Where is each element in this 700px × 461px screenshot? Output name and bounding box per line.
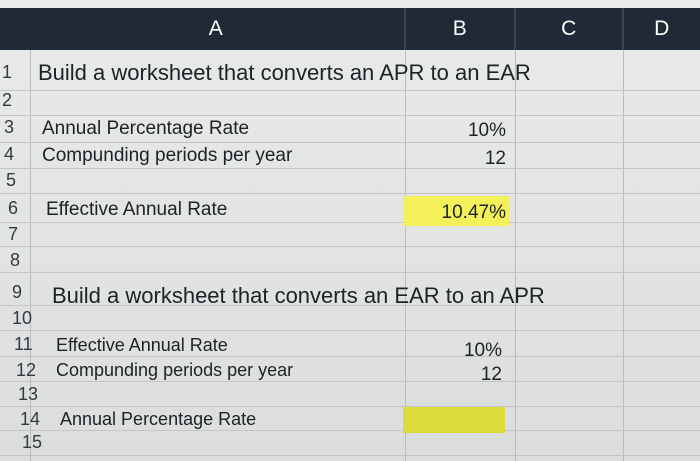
row-number[interactable]: 8: [10, 250, 21, 270]
gridline: [0, 90, 700, 91]
select-all-corner[interactable]: [0, 8, 28, 50]
periods2-value-cell[interactable]: 12: [480, 364, 502, 385]
section1-title-cell[interactable]: Build a worksheet that converts an APR t…: [38, 60, 531, 85]
gridline: [0, 406, 700, 407]
row-number[interactable]: 11: [14, 334, 33, 354]
gridline: [623, 50, 624, 461]
row-number[interactable]: 2: [2, 90, 13, 110]
row-number[interactable]: 14: [20, 409, 41, 429]
apr-result-label-cell[interactable]: Annual Percentage Rate: [60, 409, 257, 429]
periods-label-cell[interactable]: Compunding periods per year: [42, 145, 293, 166]
ear-input-label-cell[interactable]: Effective Annual Rate: [56, 335, 228, 355]
periods2-label-cell[interactable]: Compunding periods per year: [56, 360, 294, 380]
ear-result-cell[interactable]: 10.47%: [441, 202, 506, 223]
apr-result-highlight: [403, 407, 505, 433]
column-divider: [622, 8, 624, 50]
row-number[interactable]: 7: [8, 224, 19, 244]
gridline: [0, 115, 700, 116]
gridline: [0, 193, 700, 194]
periods-value-cell[interactable]: 12: [484, 148, 506, 169]
gridline: [0, 246, 700, 247]
row-number[interactable]: 9: [12, 282, 23, 302]
gridline: [515, 50, 516, 461]
ear-result-highlight: [403, 196, 509, 226]
gridline: [0, 356, 700, 357]
gridline: [0, 272, 700, 273]
section2-title-cell[interactable]: Build a worksheet that converts an EAR t…: [52, 283, 545, 308]
column-header-b[interactable]: B: [406, 8, 514, 50]
apr-value-cell[interactable]: 10%: [467, 120, 506, 141]
gridline: [0, 455, 700, 456]
column-header-c[interactable]: C: [516, 8, 622, 50]
column-divider: [404, 8, 406, 50]
gridline: [0, 381, 700, 382]
ear-label-cell[interactable]: Effective Annual Rate: [46, 199, 228, 220]
gridline: [0, 305, 700, 306]
gridline: [0, 430, 700, 431]
gridline: [0, 142, 700, 143]
row-number[interactable]: 4: [4, 144, 15, 164]
gridline: [30, 50, 31, 461]
gridline: [405, 50, 406, 461]
row-number[interactable]: 5: [6, 170, 17, 190]
row-number[interactable]: 12: [16, 360, 37, 380]
row-number[interactable]: 13: [18, 384, 39, 404]
gridline: [0, 168, 700, 169]
apr-label-cell[interactable]: Annual Percentage Rate: [42, 118, 250, 139]
row-number[interactable]: 15: [22, 432, 43, 452]
row-number[interactable]: 6: [8, 198, 19, 218]
ear-input-value-cell[interactable]: 10%: [463, 340, 502, 361]
gridline: [0, 330, 700, 331]
gridline: [0, 222, 700, 223]
column-header-d[interactable]: D: [624, 8, 700, 50]
row-number[interactable]: 10: [12, 308, 33, 328]
row-number[interactable]: 3: [4, 117, 15, 137]
row-number[interactable]: 1: [2, 62, 13, 82]
column-header-a[interactable]: A: [28, 8, 404, 50]
column-divider: [514, 8, 516, 50]
